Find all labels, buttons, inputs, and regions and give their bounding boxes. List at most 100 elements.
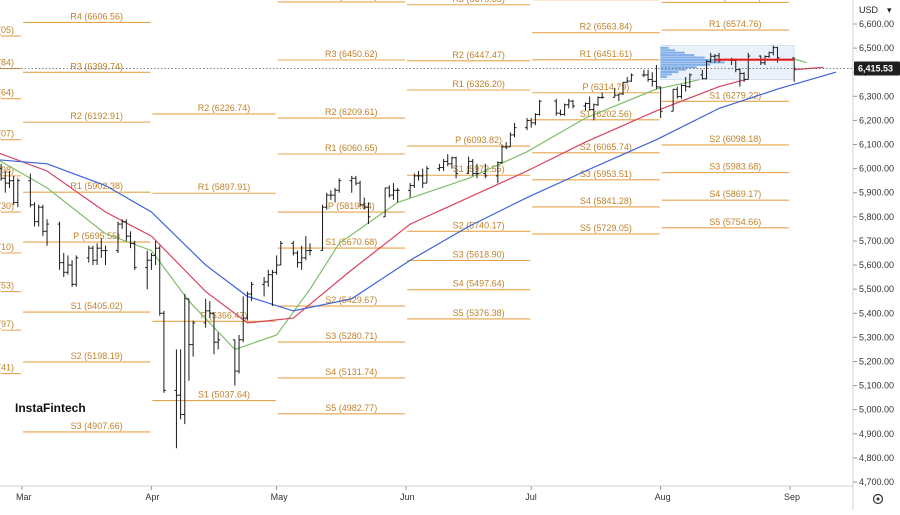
- pivot-label: S3 (5280.71): [325, 331, 377, 341]
- pivot-label: R2 (6192.91): [70, 111, 123, 121]
- ohlc-bar: [391, 183, 396, 200]
- pivot-label: (10): [0, 242, 14, 252]
- ohlc-bar: [383, 187, 388, 218]
- price-tick-label: 5,500.00: [859, 284, 894, 294]
- ohlc-bar: [241, 296, 246, 343]
- ohlc-bar: [278, 240, 283, 266]
- pivot-label: R2 (6563.84): [580, 22, 633, 32]
- pivot-label: R1 (5902.38): [70, 181, 123, 191]
- ohlc-bar: [562, 103, 567, 116]
- ohlc-bar: [216, 332, 221, 350]
- ohlc-bar: [182, 293, 187, 425]
- ohlc-bar: [324, 192, 329, 210]
- ohlc-bar: [591, 103, 596, 121]
- pivot-label: R1 (5897.91): [198, 182, 251, 192]
- ohlc-bar: [737, 68, 742, 87]
- ohlc-bar: [128, 231, 133, 249]
- settings-gear-icon[interactable]: [872, 493, 884, 505]
- ohlc-bar: [441, 158, 446, 172]
- ohlc-bar: [600, 92, 605, 99]
- ohlc-bar: [474, 163, 479, 179]
- pivot-label: S5 (5754.66): [709, 217, 761, 227]
- pivot-label: P (5366.47): [201, 310, 248, 320]
- pivot-label: R4 (6606.56): [70, 11, 123, 21]
- ohlc-bar: [646, 69, 651, 82]
- pivot-label: S5 (5376.38): [453, 308, 505, 318]
- ohlc-bar: [675, 86, 680, 99]
- ohlc-bar: [120, 219, 125, 229]
- ohlc-bar: [103, 245, 108, 266]
- ohlc-bar: [303, 236, 308, 261]
- chevron-down-icon[interactable]: ▾: [887, 5, 892, 15]
- ohlc-bar: [533, 113, 538, 126]
- ohlc-bar: [274, 255, 279, 275]
- pivot-layer: (05) (84) (64) (07) (98) (30) (10) (53) (97) (41)…: [0, 0, 789, 433]
- pivot-label: S4 (5841.28): [580, 196, 632, 206]
- ohlc-bar: [362, 197, 367, 210]
- volume-profile-row: [660, 51, 685, 54]
- ohlc-bar: [57, 221, 62, 270]
- volume-profile-row: [660, 73, 672, 76]
- ohlc-bar: [700, 69, 705, 80]
- time-axis[interactable]: Mar Apr May Jun Jul Aug Sep: [0, 485, 853, 502]
- ohlc-bar: [40, 204, 45, 237]
- pivot-label: (98): [0, 165, 14, 175]
- ohlc-bars: [0, 45, 797, 449]
- pivot-label: R2 (6689.26): [709, 0, 762, 1]
- volume-profile-row: [660, 46, 669, 49]
- ohlc-bar: [145, 250, 150, 290]
- ohlc-bar: [529, 118, 534, 128]
- pivot-label: S1 (5405.02): [71, 301, 123, 311]
- price-tick-label: 4,800.00: [859, 453, 894, 463]
- price-axis[interactable]: 6,600.006,500.006,400.006,300.006,200.00…: [852, 0, 900, 510]
- ohlc-bar: [771, 45, 776, 56]
- volume-profile-row: [660, 56, 705, 59]
- pivot-label: S5 (5729.05): [580, 223, 632, 233]
- ohlc-bar: [412, 173, 417, 188]
- ohlc-bar: [124, 219, 129, 241]
- pivot-label: S3 (5953.51): [580, 169, 632, 179]
- ohlc-bar: [320, 204, 325, 252]
- ohlc-bar: [203, 298, 208, 328]
- pivot-label: R3 (6679.85): [452, 0, 505, 4]
- ohlc-bar: [7, 171, 12, 188]
- pivot-label: S2 (5198.19): [71, 351, 123, 361]
- moving-average-line: [0, 71, 837, 312]
- pivot-label: (97): [0, 319, 14, 329]
- ohlc-bar: [712, 54, 717, 63]
- ohlc-bar: [237, 334, 242, 374]
- ohlc-bar: [270, 269, 275, 307]
- ohlc-bar: [262, 277, 267, 297]
- ohlc-bar: [11, 175, 16, 205]
- price-tick-label: 5,300.00: [859, 332, 894, 342]
- ohlc-bar: [149, 253, 154, 270]
- ohlc-bar: [671, 88, 676, 112]
- ohlc-bar: [186, 298, 191, 381]
- month-label: Jun: [400, 492, 415, 502]
- ohlc-bar: [90, 245, 95, 266]
- ohlc-bar: [28, 173, 33, 208]
- pivot-label: S1 (5972.55): [453, 164, 505, 174]
- ohlc-bar: [654, 64, 659, 90]
- ohlc-bar: [86, 245, 91, 263]
- ohlc-bar: [508, 132, 513, 148]
- ohlc-bar: [337, 178, 342, 193]
- month-label: Apr: [145, 492, 159, 502]
- price-tick-label: 5,200.00: [859, 356, 894, 366]
- pivot-label: R3 (6450.62): [325, 49, 378, 59]
- volume-profile-row: [660, 75, 668, 78]
- pivot-label: (30): [0, 201, 14, 211]
- volume-profile-row: [660, 61, 725, 64]
- month-label: Sep: [784, 492, 800, 502]
- ohlc-bar: [587, 96, 592, 111]
- pivot-label: S2 (6065.74): [580, 142, 632, 152]
- ohlc-bar: [32, 202, 37, 227]
- pivot-label: S3 (5618.90): [453, 249, 505, 259]
- pivot-label: S3 (5983.68): [709, 162, 761, 172]
- pivot-label: R2 (6226.74): [198, 103, 251, 113]
- ohlc-bar: [15, 178, 20, 208]
- ohlc-bar: [424, 166, 429, 184]
- ohlc-bar: [308, 243, 312, 256]
- price-tick-label: 6,600.00: [859, 19, 894, 29]
